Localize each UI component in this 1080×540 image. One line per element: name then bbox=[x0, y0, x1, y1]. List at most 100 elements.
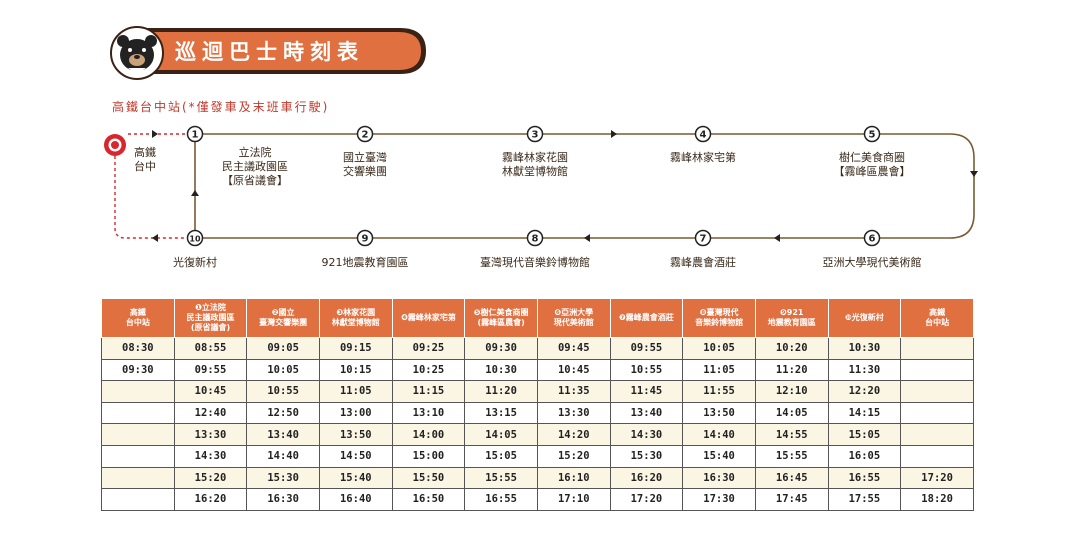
table-cell: 17:10 bbox=[536, 488, 611, 511]
table-cell: 13:00 bbox=[318, 401, 393, 425]
table-cell: 13:30 bbox=[173, 423, 248, 446]
table-cell: 10:20 bbox=[754, 337, 829, 360]
table-row: 16:20 16:30 16:40 16:50 16:55 17:10 17:20 17:30… bbox=[101, 488, 974, 511]
table-cell: 13:30 bbox=[536, 401, 611, 425]
stop-label-7: 霧峰農會酒莊 bbox=[670, 256, 736, 269]
arrow-up-icon bbox=[191, 190, 199, 196]
origin-marker-icon bbox=[104, 134, 126, 156]
stop-label-10: 光復新村 bbox=[173, 256, 217, 269]
table-cell: 14:05 bbox=[464, 423, 538, 446]
table-header-cell: ❷國立 臺灣交響樂團 bbox=[246, 298, 320, 338]
stop-label-8: 臺灣現代音樂鈴博物館 bbox=[480, 256, 590, 269]
table-cell bbox=[900, 358, 974, 382]
table-cell: 16:05 bbox=[827, 444, 902, 468]
stop-marker-6: 6 bbox=[863, 229, 881, 247]
stop-label-9: 921地震教育園區 bbox=[321, 256, 409, 269]
table-cell bbox=[101, 401, 175, 425]
arrow-right-icon bbox=[152, 130, 158, 138]
table-cell: 12:20 bbox=[827, 380, 902, 403]
table-cell: 11:20 bbox=[464, 380, 538, 403]
table-row: 15:20 15:30 15:40 15:50 15:55 16:10 16:20 16:30… bbox=[101, 466, 974, 490]
table-cell: 13:10 bbox=[391, 401, 466, 425]
table-cell bbox=[101, 488, 175, 511]
table-cell: 10:30 bbox=[827, 337, 902, 360]
timetable: 高鐵 台中站 ❶立法院 民主議政園區 (原省議會) ❷國立 臺灣交響樂團 ❸林家花園 林獻堂博物… bbox=[101, 298, 974, 511]
table-cell: 10:25 bbox=[391, 358, 466, 382]
table-body: 08:30 08:55 09:05 09:15 09:25 09:30 09:45 09:55… bbox=[101, 337, 974, 511]
table-cell: 12:10 bbox=[754, 380, 829, 403]
arrow-right-icon bbox=[611, 130, 617, 138]
table-cell: 09:15 bbox=[318, 337, 393, 360]
arrow-left-icon bbox=[152, 234, 158, 242]
table-cell: 09:05 bbox=[246, 337, 320, 360]
table-cell: 11:20 bbox=[754, 358, 829, 382]
table-cell: 16:30 bbox=[682, 466, 756, 490]
bear-logo-icon bbox=[110, 26, 164, 80]
table-cell: 14:30 bbox=[173, 444, 248, 468]
table-cell: 15:05 bbox=[464, 444, 538, 468]
table-cell: 17:55 bbox=[827, 488, 902, 511]
stop-label-2: 國立臺灣 交響樂團 bbox=[343, 151, 387, 178]
table-cell: 12:40 bbox=[173, 401, 248, 425]
table-cell: 11:55 bbox=[682, 380, 756, 403]
table-cell: 13:50 bbox=[682, 401, 756, 425]
table-cell: 15:30 bbox=[246, 466, 320, 490]
stop-marker-7: 7 bbox=[694, 229, 712, 247]
table-cell: 10:05 bbox=[682, 337, 756, 360]
table-cell: 10:15 bbox=[318, 358, 393, 382]
arrow-down-icon bbox=[970, 171, 978, 177]
route-dashed-return bbox=[114, 150, 185, 239]
table-cell: 15:20 bbox=[173, 466, 248, 490]
table-cell: 15:55 bbox=[464, 466, 538, 490]
table-cell: 13:15 bbox=[464, 401, 538, 425]
table-cell: 15:30 bbox=[609, 444, 684, 468]
page-title: 巡迴巴士時刻表 bbox=[175, 40, 364, 64]
table-cell: 09:55 bbox=[173, 358, 248, 382]
table-row: 14:30 14:40 14:50 15:00 15:05 15:20 15:30 15:40… bbox=[101, 444, 974, 468]
table-cell: 10:55 bbox=[609, 358, 684, 382]
table-header-cell: ❿光復新村 bbox=[827, 298, 902, 338]
table-cell: 15:40 bbox=[318, 466, 393, 490]
stop-label-6: 亞洲大學現代美術館 bbox=[822, 256, 922, 269]
table-header-cell: ❾921 地震教育園區 bbox=[754, 298, 829, 338]
stop-number: 4 bbox=[700, 130, 707, 141]
table-cell: 12:50 bbox=[246, 401, 320, 425]
table-cell: 16:30 bbox=[246, 488, 320, 511]
table-header-cell: ❶立法院 民主議政園區 (原省議會) bbox=[173, 298, 248, 338]
stop-number: 5 bbox=[869, 130, 876, 141]
table-cell: 11:45 bbox=[609, 380, 684, 403]
table-row: 12:40 12:50 13:00 13:10 13:15 13:30 13:40 13:50… bbox=[101, 401, 974, 425]
table-cell: 16:40 bbox=[318, 488, 393, 511]
table-cell: 16:20 bbox=[609, 466, 684, 490]
table-cell: 16:45 bbox=[754, 466, 829, 490]
stop-label-4: 霧峰林家宅第 bbox=[670, 151, 736, 164]
table-cell: 14:50 bbox=[318, 444, 393, 468]
table-cell: 09:30 bbox=[464, 337, 538, 360]
route-loop bbox=[194, 133, 975, 239]
table-cell: 16:55 bbox=[827, 466, 902, 490]
table-cell: 14:55 bbox=[754, 423, 829, 446]
table-row: 08:30 08:55 09:05 09:15 09:25 09:30 09:45 09:55… bbox=[101, 337, 974, 360]
route-map: 1 2 3 4 5 6 7 8 9 10 bbox=[104, 125, 978, 247]
title-banner bbox=[135, 28, 426, 74]
origin-label: 高鐵 台中 bbox=[134, 146, 156, 173]
table-cell: 11:15 bbox=[391, 380, 466, 403]
table-header-row: 高鐵 台中站 ❶立法院 民主議政園區 (原省議會) ❷國立 臺灣交響樂團 ❸林家花園 林獻堂博物… bbox=[101, 298, 974, 338]
table-cell: 11:30 bbox=[827, 358, 902, 382]
table-cell: 16:50 bbox=[391, 488, 466, 511]
table-header-cell: 高鐵 台中站 bbox=[900, 298, 974, 338]
table-cell: 14:15 bbox=[827, 401, 902, 425]
stop-marker-3: 3 bbox=[526, 125, 544, 143]
stop-number: 3 bbox=[532, 130, 539, 141]
table-cell: 09:30 bbox=[101, 358, 175, 382]
table-cell: 18:20 bbox=[900, 488, 974, 511]
table-header-cell: ❼霧峰農會酒莊 bbox=[609, 298, 684, 338]
table-cell: 17:20 bbox=[900, 466, 974, 490]
stop-marker-8: 8 bbox=[526, 229, 544, 247]
table-cell bbox=[900, 337, 974, 360]
stop-marker-1: 1 bbox=[186, 125, 204, 143]
table-cell: 15:05 bbox=[827, 423, 902, 446]
table-header-cell: ❺樹仁美食商圈 (霧峰區農會) bbox=[464, 298, 538, 338]
table-cell: 17:45 bbox=[754, 488, 829, 511]
stop-number: 2 bbox=[362, 130, 369, 141]
